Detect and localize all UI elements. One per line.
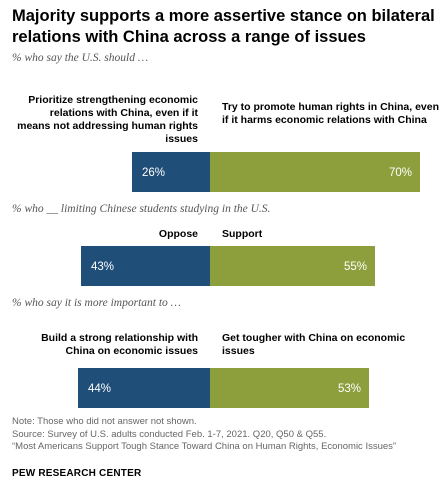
panel-1-left-label: Prioritize strengthening economic relati…	[17, 94, 198, 145]
chart-notes: Note: Those who did not answer not shown…	[12, 416, 444, 454]
panel-1-bar-right	[210, 152, 420, 192]
panel-1-subtitle: % who say the U.S. should …	[12, 52, 149, 64]
panel-2-right-label: Support	[222, 228, 263, 240]
panel-1-value-label-right: 70%	[389, 167, 412, 179]
report-title-text: “Most Americans Support Tough Stance Tow…	[12, 441, 397, 452]
panel-3-right-label: Get tougher with China on economic issue…	[222, 332, 406, 357]
chart-title: Majority supports a more assertive stanc…	[12, 7, 435, 46]
panel-1-bar-left	[132, 152, 210, 192]
panel-1-value-label-left: 26%	[142, 167, 165, 179]
panel-2-value-label-left: 43%	[91, 261, 114, 273]
source-text: Source: Survey of U.S. adults conducted …	[12, 428, 327, 440]
panel-3-left-label: Build a strong relationship with China o…	[41, 332, 198, 357]
panel-1-right-label: Try to promote human rights in China, ev…	[222, 101, 440, 126]
panel-2-left-label: Oppose	[158, 228, 198, 240]
panel-3-subtitle: % who say it is more important to …	[12, 297, 181, 309]
panel-2-subtitle: % who __ limiting Chinese students study…	[12, 203, 271, 215]
panel-2-value-label-right: 55%	[344, 261, 367, 273]
panel-3-bar-right	[210, 368, 369, 408]
panel-2-bar-right	[210, 246, 375, 286]
panel-3-value-label-left: 44%	[88, 383, 111, 395]
brand-logo-text: PEW RESEARCH CENTER	[12, 468, 142, 479]
note-text: Note: Those who did not answer not shown…	[12, 416, 197, 427]
panel-3-value-label-right: 53%	[338, 383, 361, 395]
panel-2-bar-left	[81, 246, 210, 286]
panel-3-bar-left	[78, 368, 210, 408]
